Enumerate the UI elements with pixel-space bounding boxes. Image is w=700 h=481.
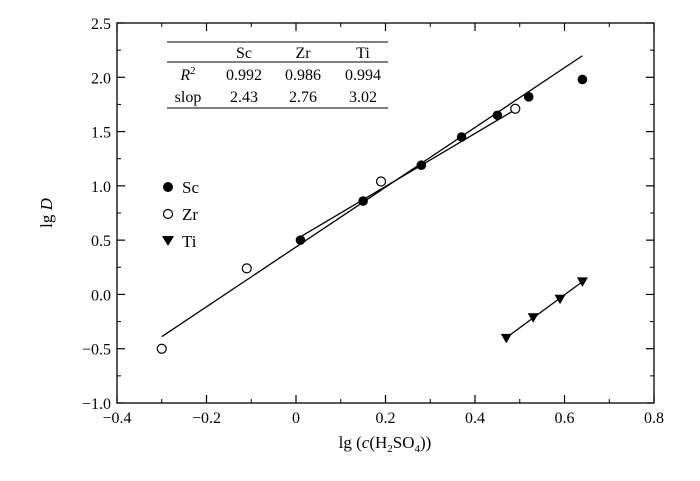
table-cell-slop-zr: 2.76 <box>289 89 317 106</box>
x-axis-title: lg (c(H2SO4)) <box>339 433 432 455</box>
point-sc <box>358 196 368 206</box>
table-row-r2-label: R2 <box>179 65 195 84</box>
fit-lines <box>161 55 583 339</box>
y-tick-label: −1.0 <box>82 396 111 413</box>
table-header-sc: Sc <box>236 45 252 62</box>
stats-table: Sc Zr Ti R2 0.992 0.986 0.994 slop 2.43 … <box>167 41 388 109</box>
y-tick-label: 1.0 <box>91 179 111 196</box>
point-zr <box>510 103 521 114</box>
legend: Sc Zr Ti <box>162 178 199 251</box>
legend-label-sc: Sc <box>182 178 199 197</box>
x-tick-label: 0.6 <box>555 410 575 427</box>
x-tick-label: 0.4 <box>465 410 485 427</box>
y-tick-label: 0.0 <box>91 287 111 304</box>
point-sc <box>456 132 467 142</box>
point-zr <box>156 343 167 354</box>
fit-line-sc <box>300 109 516 238</box>
point-zr <box>241 263 252 274</box>
legend-marker-ti <box>162 236 174 246</box>
axis-tick-labels: −0.4 −0.2 0 0.2 0.4 0.6 0.8 −1.0 −0.5 0.0 0.5 1.0 1.… <box>82 16 664 427</box>
y-axis-title: lg D <box>37 197 56 227</box>
point-sc <box>577 74 588 85</box>
x-tick-label: 0.2 <box>376 410 396 427</box>
table-cell-r2-sc: 0.992 <box>226 67 262 84</box>
legend-marker-zr <box>162 208 174 220</box>
point-sc <box>416 160 427 171</box>
x-tick-label: 0 <box>292 410 300 427</box>
point-sc <box>295 235 306 245</box>
data-points <box>156 74 588 354</box>
y-tick-label: 0.5 <box>91 233 111 250</box>
legend-label-zr: Zr <box>182 205 198 224</box>
table-cell-r2-zr: 0.986 <box>285 67 321 84</box>
table-cell-r2-ti: 0.994 <box>345 67 381 84</box>
point-ti <box>576 277 588 287</box>
table-cell-slop-ti: 3.02 <box>349 89 377 106</box>
y-tick-label: 2.5 <box>91 16 111 33</box>
point-ti <box>554 294 566 305</box>
x-tick-label: −0.4 <box>102 410 131 427</box>
legend-label-ti: Ti <box>182 232 197 251</box>
point-ti <box>500 333 512 344</box>
table-row-slop-label: slop <box>175 89 202 106</box>
axis-ticks <box>116 22 655 404</box>
y-tick-label: −0.5 <box>82 342 111 359</box>
table-cell-slop-sc: 2.43 <box>230 89 258 106</box>
fit-line-ti <box>505 281 583 339</box>
x-tick-label: −0.2 <box>192 410 221 427</box>
y-tick-label: 2.0 <box>91 70 111 87</box>
y-tick-label: 1.5 <box>91 125 111 142</box>
fit-line-zr <box>161 55 583 338</box>
legend-marker-sc <box>163 182 173 192</box>
table-header-ti: Ti <box>356 45 370 62</box>
x-tick-label: 0.8 <box>644 410 664 427</box>
point-sc <box>523 92 534 102</box>
point-sc <box>492 110 503 121</box>
table-header-zr: Zr <box>295 45 311 62</box>
point-zr <box>375 176 387 187</box>
point-ti <box>527 313 539 323</box>
